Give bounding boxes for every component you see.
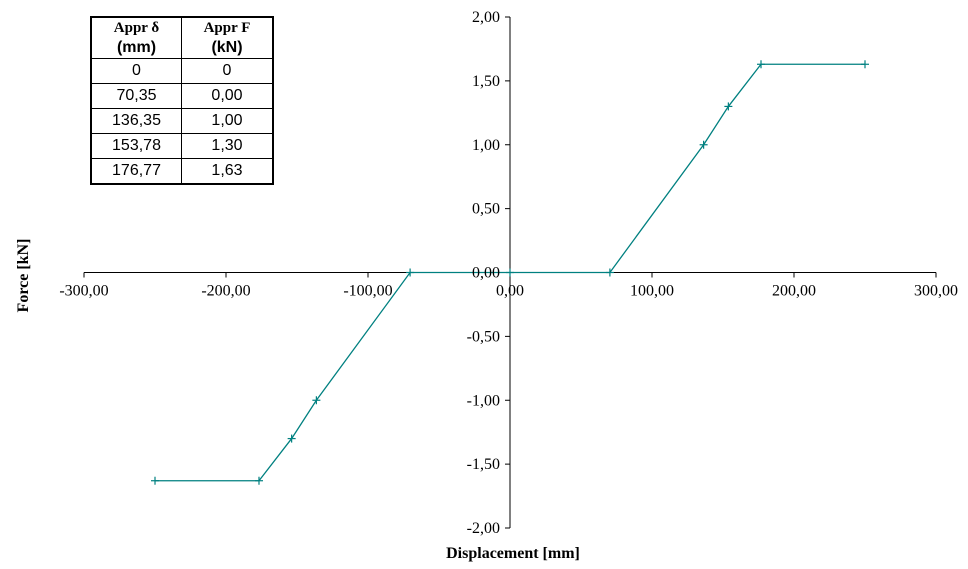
table-cell: 70,35 [91, 83, 182, 109]
y-tick-label: 1,00 [472, 137, 500, 154]
y-tick-label: -1,00 [467, 392, 500, 409]
table-cell: 0,00 [181, 83, 273, 109]
data-table: Appr δ (mm) Appr F (kN) 0 0 70,35 0,00 [91, 17, 273, 184]
header-unit: (mm) [116, 39, 157, 56]
x-tick-label: -300,00 [59, 283, 108, 300]
data-point-marker [861, 60, 869, 69]
x-tick-label: 100,00 [630, 283, 674, 300]
table-header-cell: Appr δ (mm) [91, 17, 182, 59]
table-cell: 1,30 [181, 133, 273, 159]
y-axis-title: Force [kN] [15, 239, 32, 313]
labels-layer: -300,00 -200,00 -100,00 0,00 100,00 200,00 300… [15, 9, 958, 562]
data-point-marker [254, 476, 263, 485]
data-point-marker [151, 476, 159, 485]
table-row: 136,35 1,00 [91, 108, 273, 134]
data-point-marker [757, 60, 766, 69]
data-point-marker [724, 102, 733, 111]
data-point-marker [406, 268, 415, 277]
data-table-container: Appr δ (mm) Appr F (kN) 0 0 70,35 0,00 [90, 16, 274, 185]
table-row: 153,78 1,30 [91, 133, 273, 159]
y-tick-label: 1,50 [472, 73, 500, 90]
x-tick-label: 0,00 [496, 283, 524, 300]
table-cell: 0 [91, 58, 182, 84]
x-tick-label: -100,00 [343, 283, 392, 300]
x-tick-label: 200,00 [772, 283, 816, 300]
table-row: 70,35 0,00 [91, 83, 273, 109]
table-cell: 0 [181, 58, 273, 84]
x-axis-title: Displacement [mm] [446, 545, 580, 562]
table-cell: 1,00 [181, 108, 273, 134]
data-point-marker [287, 434, 296, 443]
table-cell: 1,63 [181, 158, 273, 184]
x-tick-label: 300,00 [914, 283, 958, 300]
table-header-row: Appr δ (mm) Appr F (kN) [91, 17, 273, 59]
table-cell: 136,35 [91, 108, 182, 134]
data-point-marker [699, 140, 708, 149]
header-unit: (kN) [211, 39, 243, 56]
header-name: Appr δ [113, 20, 160, 36]
y-tick-label: 0,00 [472, 265, 500, 282]
data-point-marker [605, 268, 614, 277]
y-tick-label: 0,50 [472, 201, 500, 218]
data-point-marker [506, 268, 514, 277]
table-header-cell: Appr F (kN) [181, 17, 273, 59]
y-tick-label: 2,00 [472, 9, 500, 26]
x-tick-label: -200,00 [201, 283, 250, 300]
y-tick-label: -2,00 [467, 520, 500, 537]
y-tick-label: -1,50 [467, 456, 500, 473]
header-name: Appr F [203, 20, 251, 36]
series-layer [151, 60, 869, 485]
table-row: 0 0 [91, 58, 273, 84]
table-cell: 176,77 [91, 158, 182, 184]
table-row: 176,77 1,63 [91, 158, 273, 184]
y-tick-label: -0,50 [467, 328, 500, 345]
data-point-marker [312, 396, 321, 405]
table-cell: 153,78 [91, 133, 182, 159]
